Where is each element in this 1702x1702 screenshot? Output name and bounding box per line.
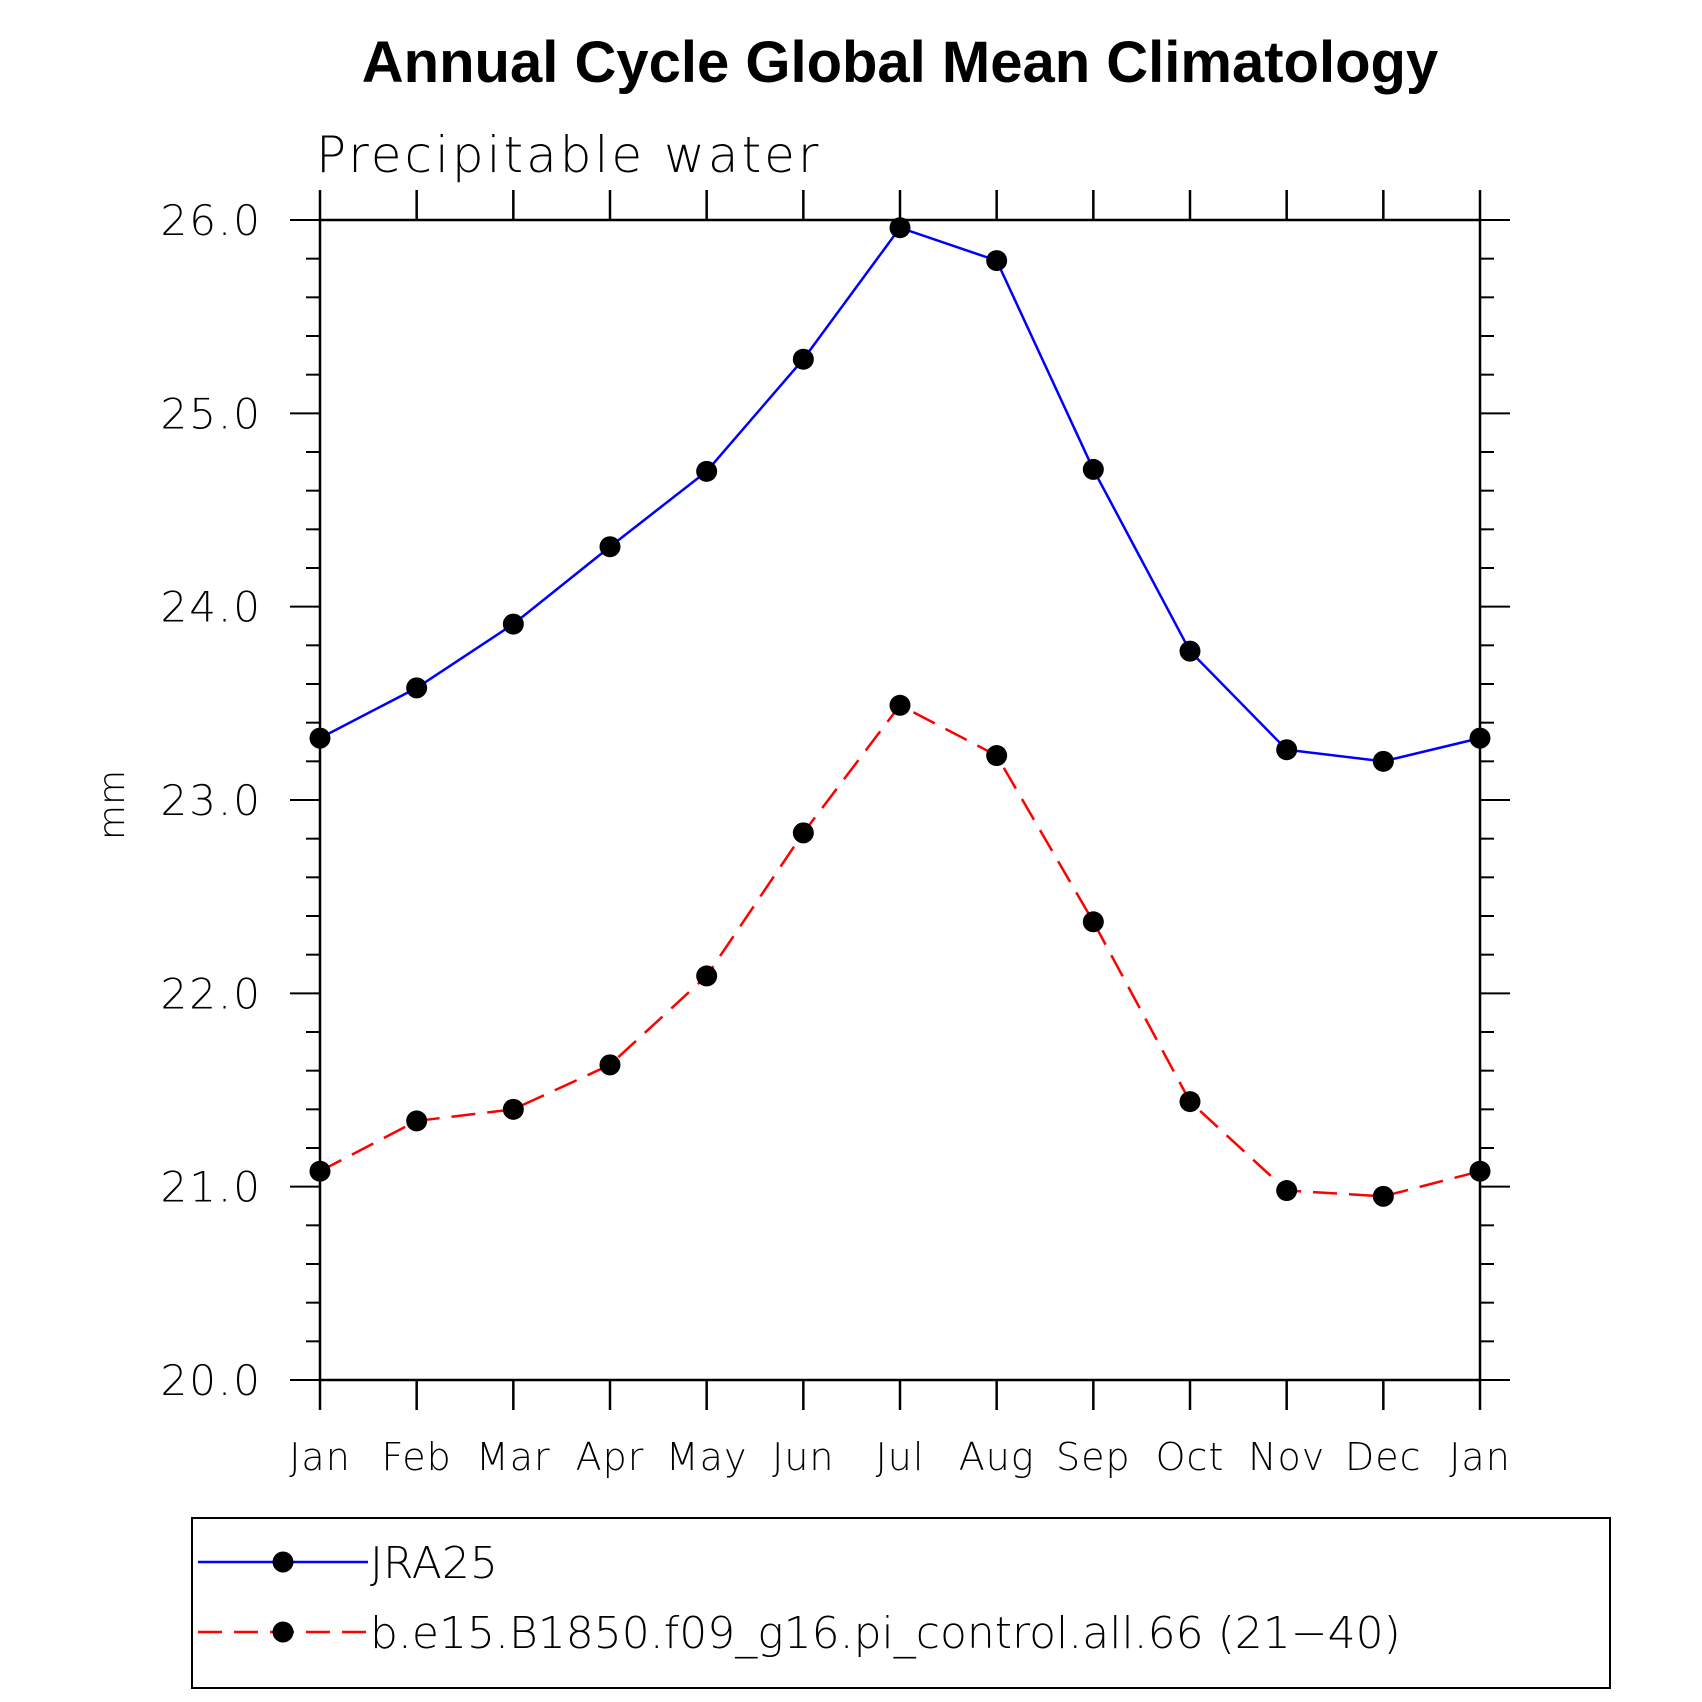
- data-point: [502, 1098, 524, 1120]
- plot-frame: [318, 218, 1482, 1382]
- y-tick-label: 26.0: [160, 196, 262, 245]
- chart-subtitle: Precipitable water: [316, 126, 822, 184]
- data-point: [406, 1110, 428, 1132]
- data-point: [1372, 1185, 1394, 1207]
- y-tick-label: 22.0: [160, 969, 262, 1018]
- x-tick-label: Mar: [476, 1435, 551, 1479]
- series-line-2: [319, 703, 1481, 1198]
- data-point: [502, 613, 524, 635]
- data-point: [1082, 911, 1104, 933]
- data-point: [1276, 739, 1298, 761]
- data-point: [1082, 458, 1104, 480]
- data-point: [1372, 750, 1394, 772]
- series-layer: [309, 217, 1491, 1207]
- data-point: [1179, 1091, 1201, 1113]
- legend-label-1: JRA25: [370, 1538, 498, 1589]
- data-point: [986, 250, 1008, 272]
- x-tick-label: Aug: [959, 1435, 1035, 1479]
- x-tick-label: Sep: [1056, 1435, 1131, 1479]
- legend: JRA25 b.e15.B1850.f09_g16.pi_control.all.…: [191, 1517, 1611, 1689]
- data-point: [889, 217, 911, 239]
- data-point: [599, 536, 621, 558]
- data-point: [1276, 1180, 1298, 1202]
- data-point: [696, 965, 718, 987]
- x-tick-label: Jan: [289, 1435, 351, 1479]
- data-point: [599, 1054, 621, 1076]
- x-tick-label: Feb: [382, 1435, 452, 1479]
- data-point: [696, 460, 718, 482]
- data-point: [1469, 1160, 1491, 1182]
- chart-title: Annual Cycle Global Mean Climatology: [362, 30, 1438, 95]
- data-point: [1179, 640, 1201, 662]
- data-point: [792, 822, 814, 844]
- x-tick-label: Jul: [876, 1435, 925, 1479]
- legend-marker: [272, 1621, 294, 1643]
- y-tick-label: 21.0: [160, 1163, 262, 1212]
- y-tick-label: 25.0: [160, 389, 262, 438]
- y-tick-label: 24.0: [160, 583, 262, 632]
- x-tick-label: Oct: [1156, 1435, 1225, 1479]
- x-tick-label: Apr: [576, 1435, 645, 1479]
- x-tick-label: Jan: [1449, 1435, 1511, 1479]
- legend-marker: [272, 1551, 294, 1573]
- series-line-1: [319, 226, 1481, 763]
- axes: 20.0 21.0 22.0 23.0 24.0 25.0 26.0 Jan Feb Mar Apr…: [160, 190, 1510, 1479]
- data-point: [986, 745, 1008, 767]
- data-point: [889, 694, 911, 716]
- data-point: [309, 727, 331, 749]
- y-tick-label: 20.0: [160, 1356, 262, 1405]
- x-tick-label: May: [666, 1435, 748, 1479]
- data-point: [792, 348, 814, 370]
- data-point: [406, 677, 428, 699]
- legend-label-2: b.e15.B1850.f09_g16.pi_control.all.66 (2…: [370, 1608, 1401, 1659]
- x-tick-label: Nov: [1248, 1435, 1325, 1479]
- y-tick-label: 23.0: [160, 776, 262, 825]
- x-tick-label: Jun: [772, 1435, 834, 1479]
- data-point: [309, 1160, 331, 1182]
- data-point: [1469, 727, 1491, 749]
- y-axis-label: mm: [92, 770, 133, 840]
- legend-box: [191, 1517, 1611, 1689]
- x-tick-label: Dec: [1345, 1435, 1422, 1479]
